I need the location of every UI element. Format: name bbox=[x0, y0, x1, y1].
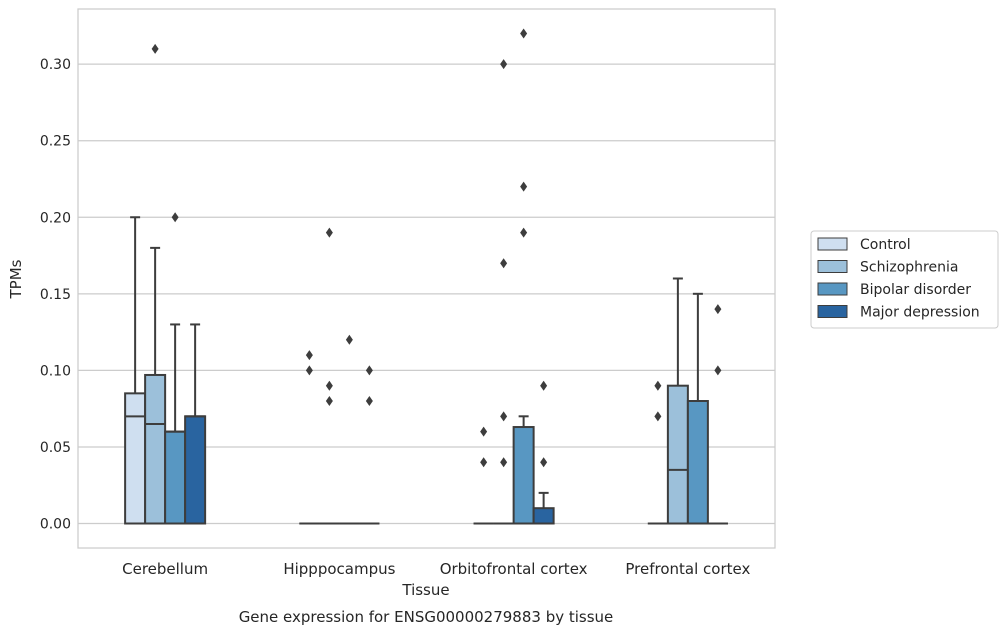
figure-caption: Gene expression for ENSG00000279883 by t… bbox=[239, 608, 614, 626]
outlier-marker bbox=[325, 227, 333, 238]
outlier-marker bbox=[480, 426, 488, 437]
outlier-marker bbox=[305, 365, 313, 376]
legend: Control Schizophrenia Bipolar disorder Majo… bbox=[810, 230, 999, 329]
x-tick-label: Hipppocampus bbox=[283, 560, 395, 578]
outlier-marker bbox=[365, 396, 373, 406]
y-tick-label: 0.25 bbox=[40, 134, 71, 150]
outlier-marker bbox=[325, 396, 333, 406]
legend-swatch bbox=[817, 282, 848, 296]
box-iqr bbox=[164, 430, 187, 525]
x-axis-label: Tissue bbox=[401, 581, 449, 599]
box-3-1 bbox=[164, 212, 187, 525]
x-tick-label: Orbitofrontal cortex bbox=[440, 560, 588, 578]
x-tick-label: Cerebellum bbox=[122, 560, 208, 578]
outlier-marker bbox=[305, 350, 313, 361]
outlier-marker bbox=[540, 380, 548, 391]
box-4-2 bbox=[359, 365, 380, 525]
legend-label: Bipolar disorder bbox=[860, 282, 971, 298]
plot-frame bbox=[77, 8, 776, 549]
y-tick-label: 0.10 bbox=[40, 363, 71, 379]
outlier-marker bbox=[325, 380, 333, 391]
box-iqr bbox=[512, 426, 535, 525]
legend-label: Control bbox=[860, 237, 911, 253]
legend-swatch bbox=[817, 305, 848, 318]
legend-swatch bbox=[817, 260, 848, 273]
legend-frame bbox=[810, 230, 999, 329]
y-tick-label: 0.00 bbox=[40, 517, 71, 533]
box-4-4 bbox=[707, 304, 728, 525]
outlier-marker bbox=[520, 181, 528, 192]
box-1-3 bbox=[473, 426, 494, 525]
box-groups bbox=[124, 28, 728, 525]
box-iqr bbox=[144, 373, 167, 525]
box-1-4 bbox=[647, 380, 668, 525]
outlier-marker bbox=[714, 304, 722, 315]
outlier-marker bbox=[654, 380, 662, 391]
box-3-2 bbox=[339, 334, 360, 525]
box-iqr bbox=[666, 384, 689, 525]
box-iqr bbox=[532, 507, 555, 525]
outlier-marker bbox=[520, 227, 528, 238]
outlier-marker bbox=[480, 457, 488, 468]
box-1-1 bbox=[124, 216, 147, 525]
y-tick-labels: 0.00 0.05 0.10 0.15 0.20 0.25 0.30 bbox=[40, 57, 71, 532]
outlier-marker bbox=[654, 411, 662, 422]
box-4-1 bbox=[184, 323, 207, 525]
x-tick-label: Prefrontal cortex bbox=[625, 560, 750, 578]
box-1-2 bbox=[299, 350, 320, 525]
legend-label: Major depression bbox=[860, 305, 980, 321]
y-tick-label: 0.15 bbox=[40, 287, 71, 303]
outlier-marker bbox=[151, 43, 159, 54]
outlier-marker bbox=[500, 258, 508, 269]
legend-label: Schizophrenia bbox=[860, 260, 958, 276]
box-3-4 bbox=[686, 292, 709, 525]
outlier-marker bbox=[171, 212, 179, 223]
y-tick-label: 0.05 bbox=[40, 440, 71, 456]
outlier-marker bbox=[540, 457, 548, 468]
x-tick-labels: Cerebellum Hipppocampus Orbitofrontal cort… bbox=[122, 560, 750, 578]
y-tick-label: 0.20 bbox=[40, 210, 71, 226]
legend-swatch bbox=[817, 237, 848, 251]
box-iqr bbox=[184, 415, 207, 525]
box-2-2 bbox=[319, 227, 340, 525]
outlier-marker bbox=[500, 457, 508, 468]
y-tick-label: 0.30 bbox=[40, 57, 71, 73]
outlier-marker bbox=[365, 365, 373, 376]
outlier-marker bbox=[520, 28, 528, 39]
box-2-3 bbox=[493, 59, 514, 525]
box-iqr bbox=[686, 400, 709, 525]
box-2-4 bbox=[666, 277, 689, 525]
outlier-marker bbox=[345, 334, 353, 345]
outlier-marker bbox=[500, 411, 508, 422]
box-3-3 bbox=[512, 28, 535, 525]
y-axis-label: TPMs bbox=[7, 259, 25, 299]
box-4-3 bbox=[532, 380, 555, 525]
outlier-marker bbox=[500, 59, 508, 70]
outlier-marker bbox=[714, 365, 722, 376]
box-iqr bbox=[124, 392, 147, 525]
